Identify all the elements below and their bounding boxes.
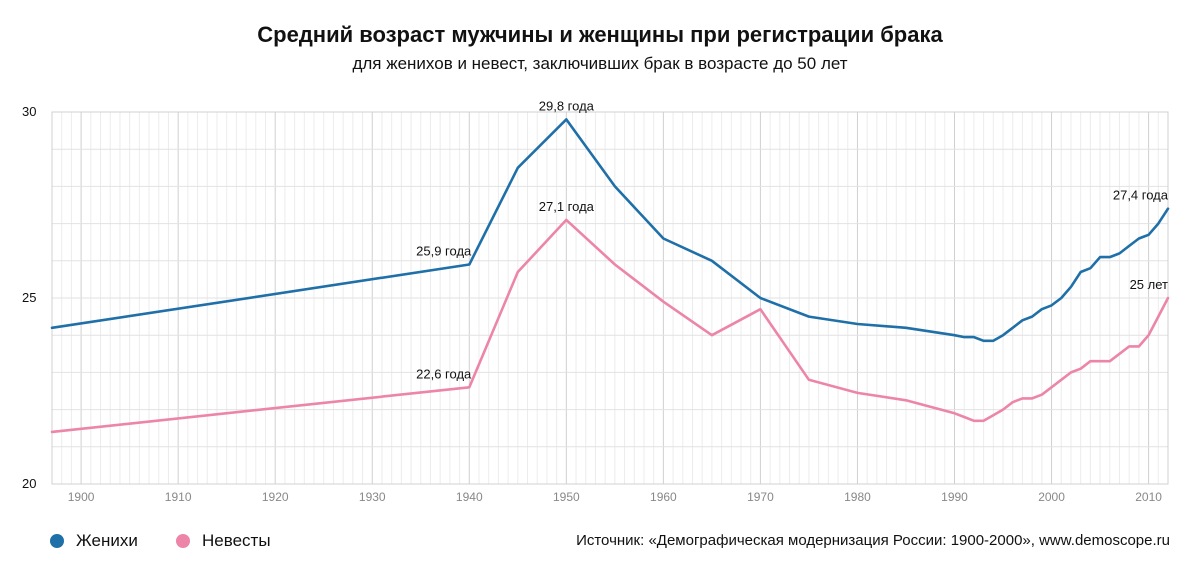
legend-item-grooms: Женихи: [50, 531, 138, 551]
x-tick-label: 1950: [553, 490, 580, 504]
x-tick-label: 1960: [650, 490, 677, 504]
data-label: 25 лет: [1130, 277, 1168, 292]
x-tick-label: 1980: [844, 490, 871, 504]
y-tick-label: 25: [22, 290, 36, 305]
y-tick-label: 20: [22, 476, 36, 491]
series-line-grooms: [50, 118, 1170, 343]
data-label: 25,9 года: [416, 244, 472, 259]
x-tick-label: 1940: [456, 490, 483, 504]
x-tick-label: 1920: [262, 490, 289, 504]
axes: 1900 1910 1920 1930 1940 1950 1960 1970 1980 1990…: [22, 104, 1162, 504]
data-label: 22,6 года: [416, 366, 472, 381]
x-tick-label: 2010: [1135, 490, 1162, 504]
source-note: Источник: «Демографическая модернизация …: [576, 532, 1170, 549]
legend-dot-brides-icon: [176, 534, 190, 548]
y-tick-label: 30: [22, 104, 36, 119]
legend-label-grooms: Женихи: [76, 531, 138, 550]
x-tick-label: 1910: [165, 490, 192, 504]
data-label: 29,8 года: [539, 98, 595, 113]
x-tick-label: 1990: [941, 490, 968, 504]
data-label: 27,4 года: [1113, 188, 1169, 203]
chart-subtitle: для женихов и невест, заключивших брак в…: [352, 54, 848, 73]
series-line-brides: [50, 218, 1170, 434]
chart-title: Средний возраст мужчины и женщины при ре…: [257, 22, 943, 47]
x-tick-label: 2000: [1038, 490, 1065, 504]
x-tick-label: 1930: [359, 490, 386, 504]
x-tick-label: 1900: [68, 490, 95, 504]
x-tick-label: 1970: [747, 490, 774, 504]
legend-item-brides: Невесты: [176, 531, 271, 551]
grid-lines: [51, 111, 1169, 485]
series-lines: [50, 118, 1170, 434]
data-labels: 29,8 года 25,9 года 27,4 года 27,1 года 22,6…: [416, 98, 1169, 381]
data-label: 27,1 года: [539, 199, 595, 214]
legend-label-brides: Невесты: [202, 531, 271, 550]
legend-dot-grooms-icon: [50, 534, 64, 548]
